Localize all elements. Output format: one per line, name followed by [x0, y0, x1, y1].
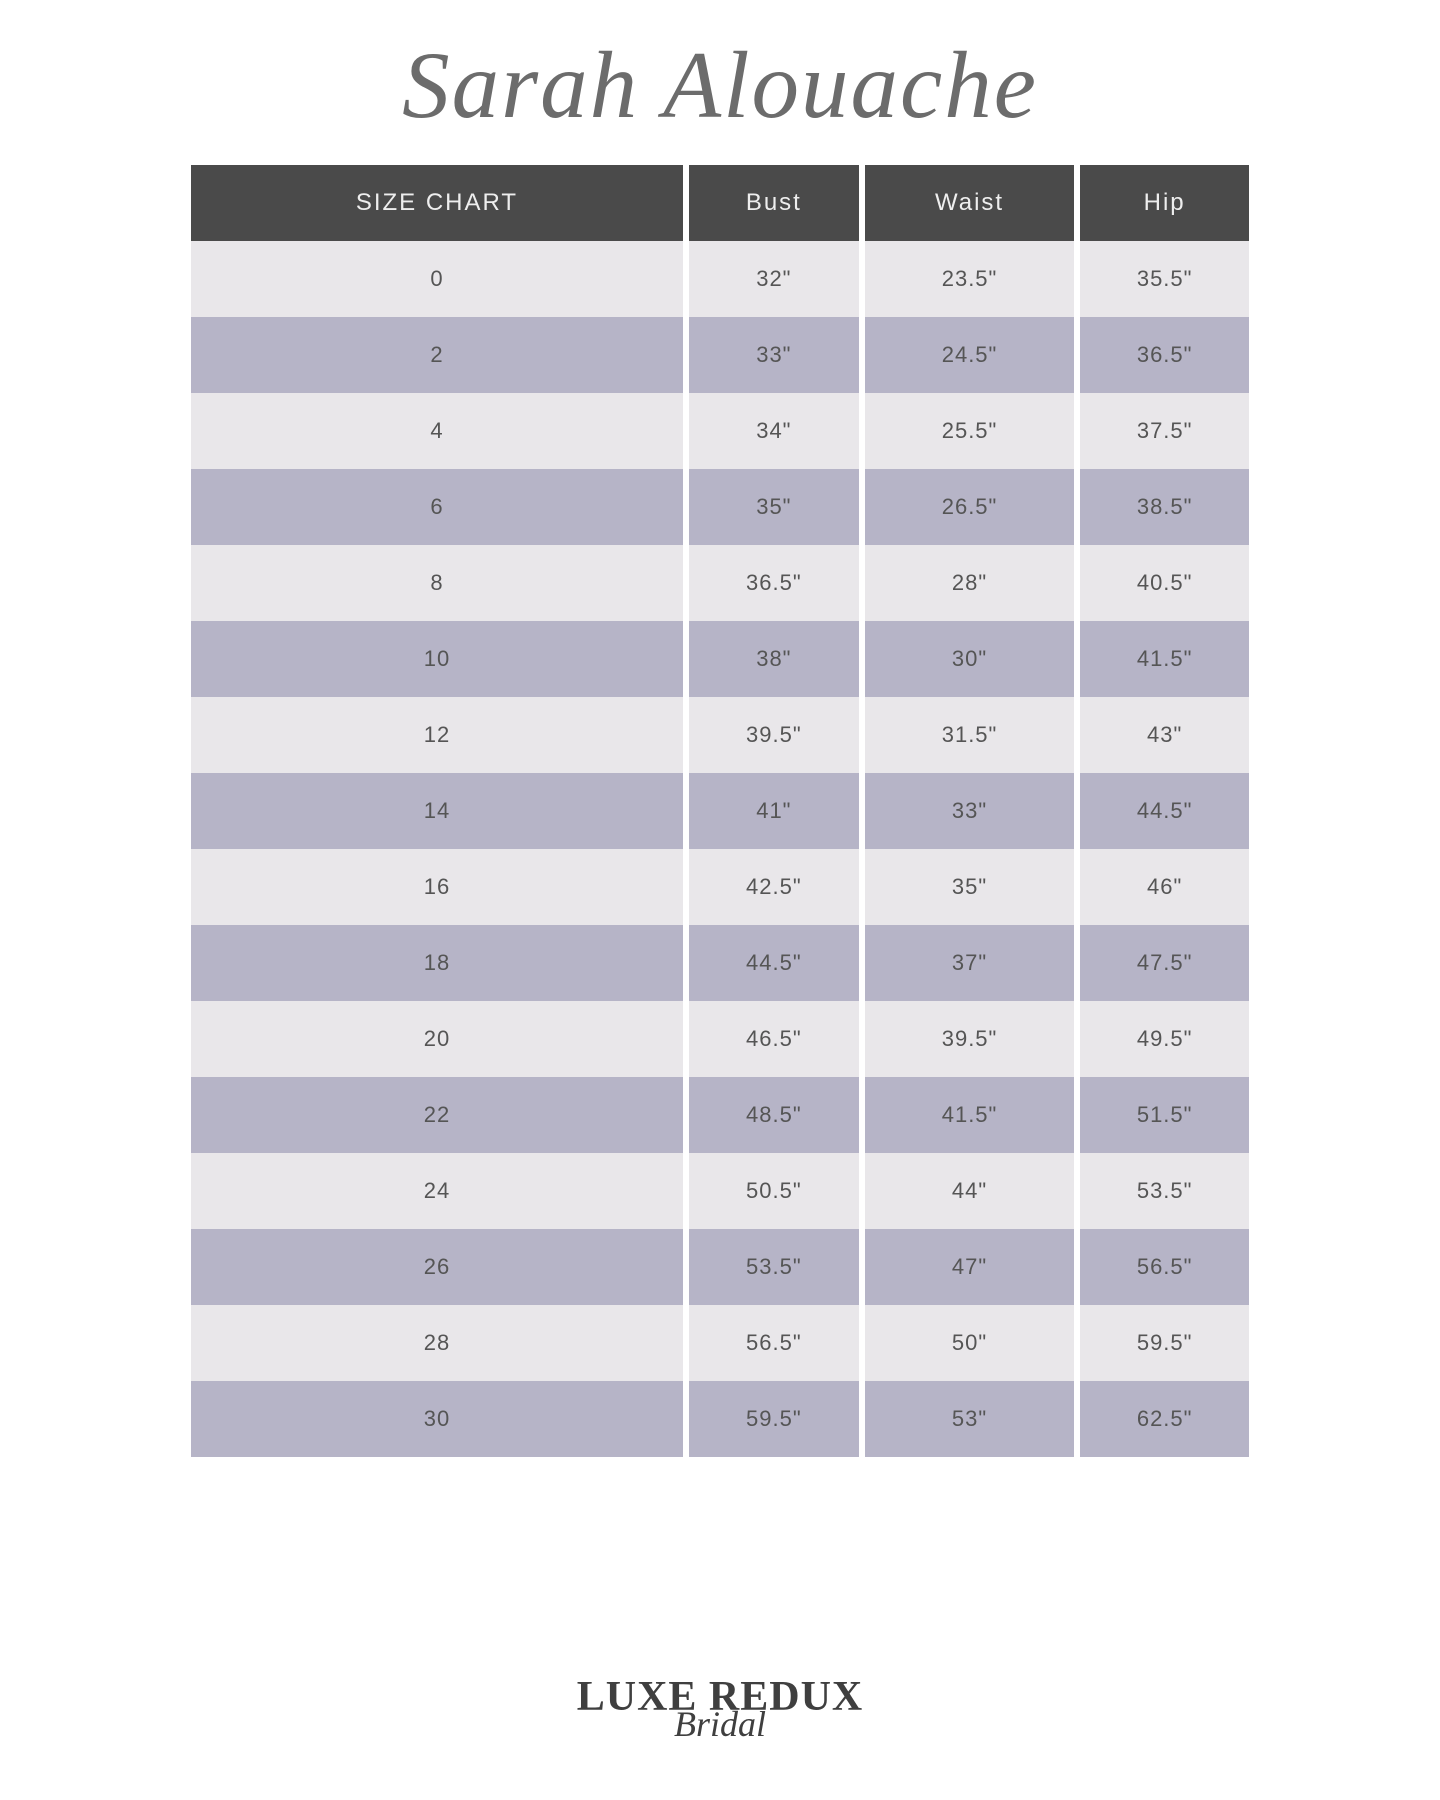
table-cell: 59.5" [1080, 1305, 1249, 1381]
table-cell: 4 [191, 393, 683, 469]
table-cell: 33" [689, 317, 859, 393]
table-cell: 22 [191, 1077, 683, 1153]
table-row: 233"24.5"36.5" [191, 317, 1249, 393]
table-cell: 40.5" [1080, 545, 1249, 621]
table-cell: 36.5" [689, 545, 859, 621]
table-cell: 14 [191, 773, 683, 849]
table-cell: 26.5" [865, 469, 1075, 545]
table-cell: 35" [689, 469, 859, 545]
table-cell: 48.5" [689, 1077, 859, 1153]
table-cell: 39.5" [689, 697, 859, 773]
table-cell: 49.5" [1080, 1001, 1249, 1077]
table-cell: 30" [865, 621, 1075, 697]
table-row: 2450.5"44"53.5" [191, 1153, 1249, 1229]
table-cell: 38.5" [1080, 469, 1249, 545]
table-cell: 50.5" [689, 1153, 859, 1229]
table-cell: 62.5" [1080, 1381, 1249, 1457]
table-cell: 44" [865, 1153, 1075, 1229]
col-header-size: SIZE CHART [191, 165, 683, 241]
table-cell: 28 [191, 1305, 683, 1381]
table-cell: 30 [191, 1381, 683, 1457]
table-cell: 53.5" [689, 1229, 859, 1305]
table-cell: 8 [191, 545, 683, 621]
table-row: 635"26.5"38.5" [191, 469, 1249, 545]
table-cell: 20 [191, 1001, 683, 1077]
table-row: 1038"30"41.5" [191, 621, 1249, 697]
table-cell: 6 [191, 469, 683, 545]
table-cell: 23.5" [865, 241, 1075, 317]
col-header-bust: Bust [689, 165, 859, 241]
table-cell: 41.5" [865, 1077, 1075, 1153]
table-cell: 31.5" [865, 697, 1075, 773]
table-cell: 37.5" [1080, 393, 1249, 469]
table-row: 2248.5"41.5"51.5" [191, 1077, 1249, 1153]
table-header-row: SIZE CHART Bust Waist Hip [191, 165, 1249, 241]
table-row: 2046.5"39.5"49.5" [191, 1001, 1249, 1077]
brand-title: Sarah Alouache [0, 0, 1440, 140]
table-cell: 34" [689, 393, 859, 469]
table-row: 032"23.5"35.5" [191, 241, 1249, 317]
table-cell: 36.5" [1080, 317, 1249, 393]
table-cell: 12 [191, 697, 683, 773]
table-row: 1642.5"35"46" [191, 849, 1249, 925]
table-cell: 59.5" [689, 1381, 859, 1457]
table-cell: 46.5" [689, 1001, 859, 1077]
size-chart-table: SIZE CHART Bust Waist Hip 032"23.5"35.5"… [185, 165, 1255, 1457]
table-row: 1239.5"31.5"43" [191, 697, 1249, 773]
table-cell: 46" [1080, 849, 1249, 925]
table-cell: 43" [1080, 697, 1249, 773]
table-cell: 47" [865, 1229, 1075, 1305]
table-row: 2653.5"47"56.5" [191, 1229, 1249, 1305]
col-header-hip: Hip [1080, 165, 1249, 241]
table-cell: 39.5" [865, 1001, 1075, 1077]
col-header-waist: Waist [865, 165, 1075, 241]
table-cell: 35" [865, 849, 1075, 925]
footer-logo: LUXE REDUX Bridal [0, 1673, 1440, 1745]
table-cell: 28" [865, 545, 1075, 621]
table-cell: 47.5" [1080, 925, 1249, 1001]
table-cell: 10 [191, 621, 683, 697]
table-cell: 32" [689, 241, 859, 317]
table-row: 1441"33"44.5" [191, 773, 1249, 849]
table-cell: 41.5" [1080, 621, 1249, 697]
table-row: 1844.5"37"47.5" [191, 925, 1249, 1001]
table-cell: 53.5" [1080, 1153, 1249, 1229]
table-cell: 53" [865, 1381, 1075, 1457]
table-cell: 56.5" [689, 1305, 859, 1381]
table-cell: 24.5" [865, 317, 1075, 393]
table-cell: 16 [191, 849, 683, 925]
table-cell: 50" [865, 1305, 1075, 1381]
table-cell: 35.5" [1080, 241, 1249, 317]
table-cell: 51.5" [1080, 1077, 1249, 1153]
table-cell: 44.5" [689, 925, 859, 1001]
table-cell: 18 [191, 925, 683, 1001]
table-cell: 41" [689, 773, 859, 849]
footer-logo-line2: Bridal [0, 1703, 1440, 1745]
table-cell: 33" [865, 773, 1075, 849]
table-cell: 0 [191, 241, 683, 317]
table-row: 836.5"28"40.5" [191, 545, 1249, 621]
table-row: 2856.5"50"59.5" [191, 1305, 1249, 1381]
table-cell: 42.5" [689, 849, 859, 925]
table-row: 3059.5"53"62.5" [191, 1381, 1249, 1457]
table-cell: 38" [689, 621, 859, 697]
table-cell: 2 [191, 317, 683, 393]
table-cell: 25.5" [865, 393, 1075, 469]
table-cell: 44.5" [1080, 773, 1249, 849]
table-cell: 26 [191, 1229, 683, 1305]
table-cell: 56.5" [1080, 1229, 1249, 1305]
table-cell: 24 [191, 1153, 683, 1229]
table-row: 434"25.5"37.5" [191, 393, 1249, 469]
table-cell: 37" [865, 925, 1075, 1001]
